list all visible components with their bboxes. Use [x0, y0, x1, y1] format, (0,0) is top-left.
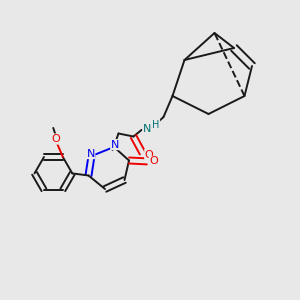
Text: O: O — [149, 156, 158, 167]
Text: N: N — [143, 124, 151, 134]
Text: N: N — [86, 148, 95, 159]
Text: O: O — [145, 149, 154, 160]
Text: H: H — [152, 119, 160, 130]
Text: O: O — [51, 134, 60, 144]
Text: N: N — [111, 140, 119, 150]
